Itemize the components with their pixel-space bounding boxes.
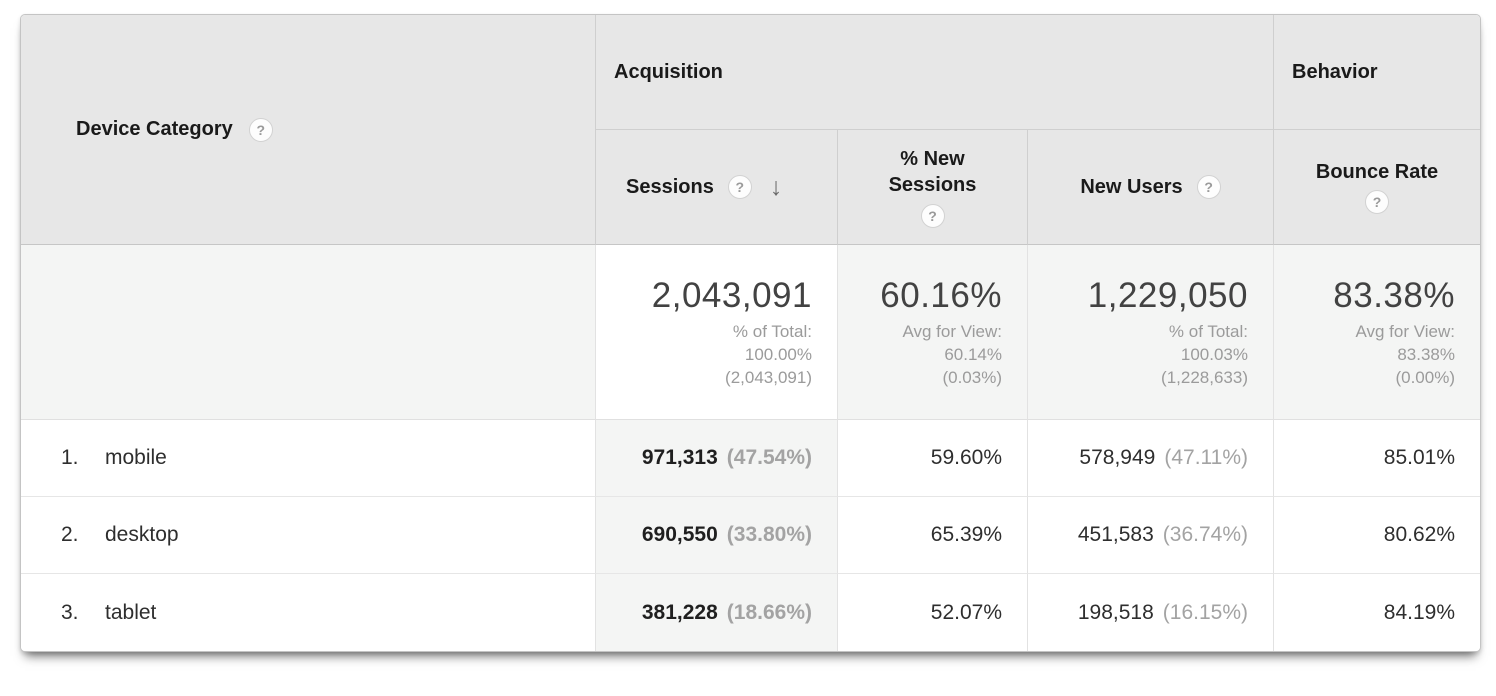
summary-new-sessions-value: 60.16% — [880, 275, 1002, 315]
new-users-value: 578,949 — [1079, 446, 1156, 469]
new-sessions-value: 65.39% — [930, 523, 1002, 546]
new-users-share: (47.11%) — [1164, 446, 1248, 469]
acquisition-group-label: Acquisition — [614, 60, 723, 83]
row-bounce-rate-cell: 80.62% — [1274, 497, 1480, 574]
new-sessions-value: 59.60% — [930, 446, 1002, 469]
row-rank: 1. — [61, 446, 79, 469]
row-rank: 2. — [61, 523, 79, 546]
row-sessions-cell: 971,313 (47.54%) — [596, 420, 838, 497]
summary-bounce-rate-value: 83.38% — [1333, 275, 1455, 315]
summary-new-users-detail: % of Total: 100.03% (1,228,633) — [1161, 321, 1248, 387]
device-category-table: Device Category ? Acquisition Behavior S… — [21, 15, 1480, 651]
help-icon[interactable]: ? — [248, 117, 273, 142]
analytics-table-card: Device Category ? Acquisition Behavior S… — [20, 14, 1481, 652]
row-dimension-cell: 3. tablet — [21, 574, 596, 651]
summary-new-sessions-detail: Avg for View: 60.14% (0.03%) — [902, 321, 1002, 387]
sessions-label: Sessions — [626, 175, 714, 198]
group-header-behavior: Behavior — [1274, 15, 1480, 130]
help-icon[interactable]: ? — [920, 204, 945, 228]
sessions-value: 690,550 — [641, 523, 718, 546]
row-device-label: mobile — [105, 446, 167, 469]
help-icon[interactable]: ? — [1365, 189, 1389, 214]
new-users-share: (36.74%) — [1162, 523, 1248, 546]
column-header-sessions[interactable]: Sessions ? ↓ — [596, 130, 838, 245]
row-bounce-rate-cell: 84.19% — [1274, 574, 1480, 651]
sessions-share: (18.66%) — [726, 600, 812, 624]
row-new-sessions-cell: 52.07% — [838, 574, 1028, 651]
column-header-device-category[interactable]: Device Category ? — [21, 15, 596, 245]
new-sessions-label: % New Sessions — [888, 148, 977, 196]
new-users-value: 198,518 — [1077, 600, 1154, 624]
row-new-users-cell: 578,949 (47.11%) — [1028, 420, 1274, 497]
summary-bounce-rate: 83.38% Avg for View: 83.38% (0.00%) — [1274, 245, 1480, 420]
device-category-label: Device Category — [76, 118, 233, 140]
summary-new-sessions: 60.16% Avg for View: 60.14% (0.03%) — [838, 245, 1028, 420]
column-header-new-sessions[interactable]: % New Sessions ? — [838, 130, 1028, 245]
row-sessions-cell: 381,228 (18.66%) — [596, 574, 838, 651]
bounce-rate-value: 84.19% — [1383, 600, 1455, 624]
column-header-bounce-rate[interactable]: Bounce Rate ? — [1274, 130, 1480, 245]
row-device-label: desktop — [105, 523, 179, 546]
column-header-new-users[interactable]: New Users ? — [1028, 130, 1274, 245]
row-new-users-cell: 451,583 (36.74%) — [1028, 497, 1274, 574]
sessions-share: (33.80%) — [726, 523, 812, 546]
bounce-rate-value: 80.62% — [1383, 523, 1455, 546]
row-dimension-cell: 2. desktop — [21, 497, 596, 574]
row-rank: 3. — [61, 600, 79, 624]
summary-dimension-cell — [21, 245, 596, 420]
help-icon[interactable]: ? — [1196, 175, 1221, 199]
summary-bounce-rate-detail: Avg for View: 83.38% (0.00%) — [1355, 321, 1455, 387]
row-sessions-cell: 690,550 (33.80%) — [596, 497, 838, 574]
row-bounce-rate-cell: 85.01% — [1274, 420, 1480, 497]
sessions-share: (47.54%) — [726, 446, 812, 469]
summary-new-users-value: 1,229,050 — [1087, 275, 1248, 315]
row-new-users-cell: 198,518 (16.15%) — [1028, 574, 1274, 651]
row-new-sessions-cell: 59.60% — [838, 420, 1028, 497]
sessions-value: 381,228 — [641, 600, 718, 624]
sort-descending-icon: ↓ — [769, 172, 783, 201]
behavior-group-label: Behavior — [1292, 60, 1378, 83]
row-dimension-cell: 1. mobile — [21, 420, 596, 497]
summary-sessions-value: 2,043,091 — [651, 275, 812, 315]
summary-new-users: 1,229,050 % of Total: 100.03% (1,228,633… — [1028, 245, 1274, 420]
help-icon[interactable]: ? — [727, 175, 752, 199]
summary-sessions-detail: % of Total: 100.00% (2,043,091) — [725, 321, 812, 387]
new-users-label: New Users — [1080, 175, 1183, 198]
new-users-share: (16.15%) — [1162, 600, 1248, 624]
group-header-acquisition: Acquisition — [596, 15, 1274, 130]
row-new-sessions-cell: 65.39% — [838, 497, 1028, 574]
sessions-value: 971,313 — [641, 446, 718, 469]
bounce-rate-value: 85.01% — [1383, 446, 1455, 469]
new-users-value: 451,583 — [1077, 523, 1154, 546]
new-sessions-value: 52.07% — [930, 600, 1002, 624]
row-device-label: tablet — [105, 600, 157, 624]
summary-sessions: 2,043,091 % of Total: 100.00% (2,043,091… — [596, 245, 838, 420]
bounce-rate-label: Bounce Rate — [1315, 160, 1439, 183]
